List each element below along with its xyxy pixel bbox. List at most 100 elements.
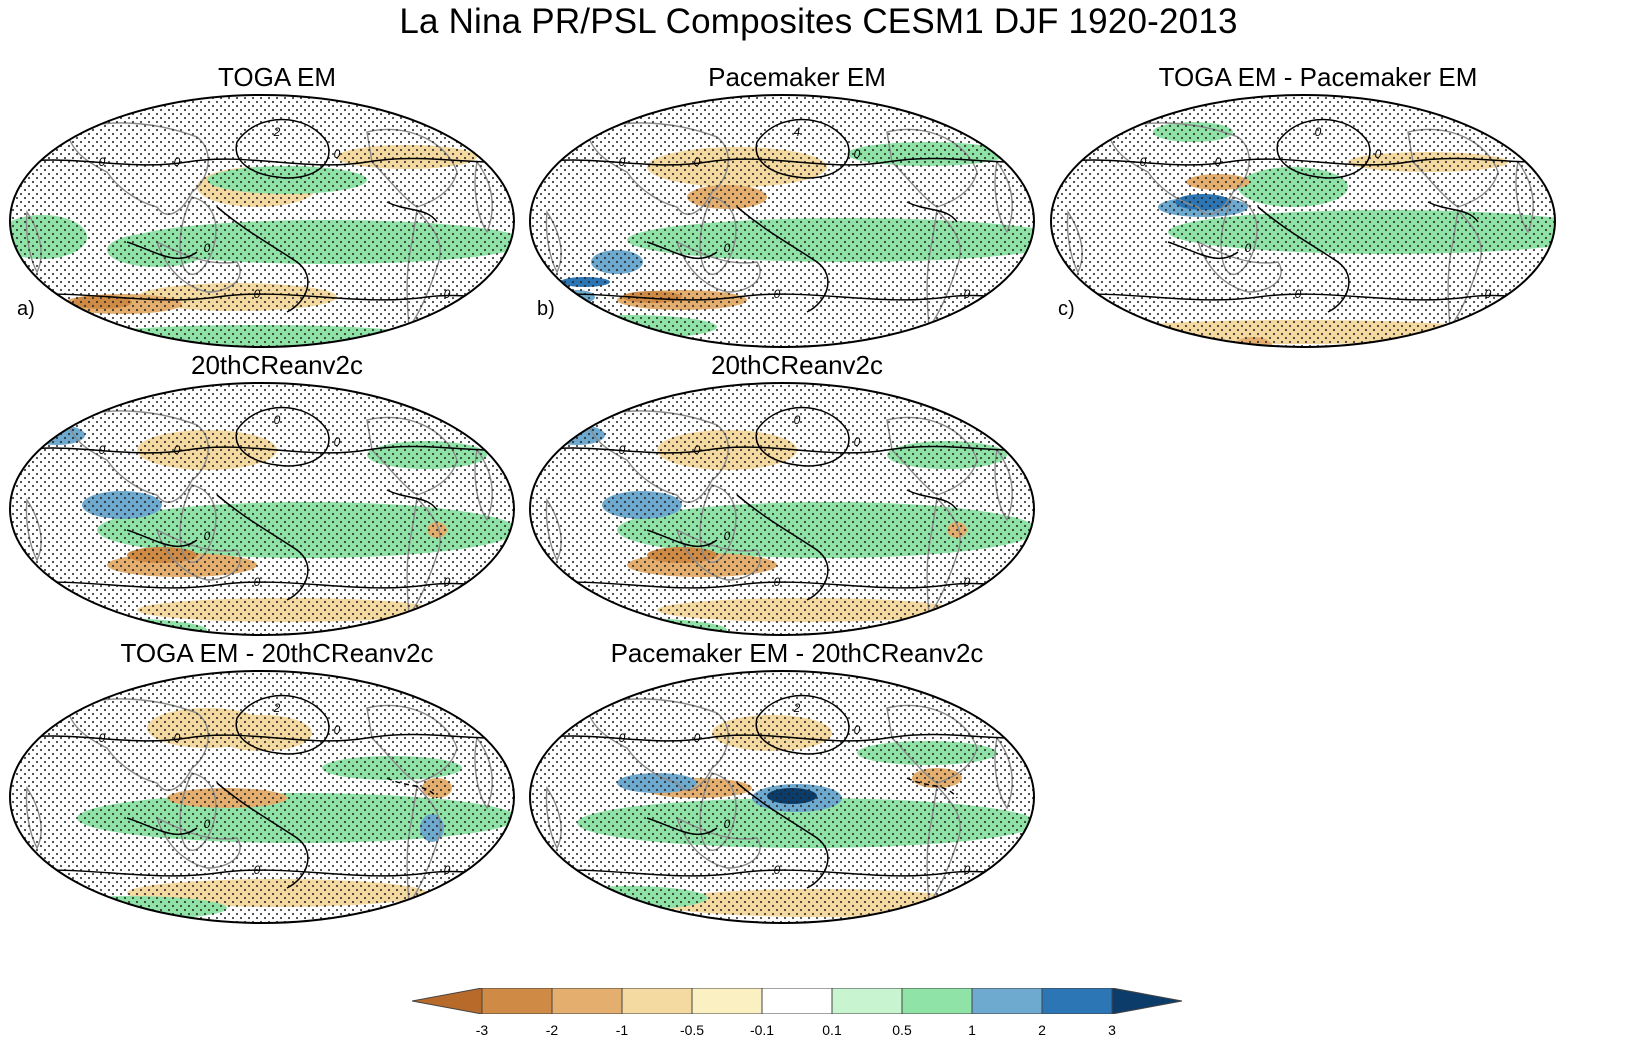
psl-contour [386, 201, 438, 223]
map-outline [9, 382, 515, 636]
colorbar-tick-label: -0.1 [749, 1022, 775, 1038]
world-map-5: 0 0 0 0 2 0 0 [9, 670, 515, 924]
contour-label: 0 [254, 287, 261, 301]
colorbar [412, 988, 1183, 1014]
contour-label: 0 [774, 863, 781, 877]
psl-contour [126, 241, 198, 260]
contour-label: 0 [964, 863, 971, 877]
contour-label: 0 [444, 863, 451, 877]
psl-contour [216, 206, 309, 313]
contour-label: 0 [204, 529, 211, 543]
contour-label: 0 [619, 731, 626, 745]
map-outline [9, 94, 515, 348]
psl-contour [736, 494, 829, 601]
psl-contour [216, 782, 309, 889]
colorbar-tick-label: -0.5 [679, 1022, 705, 1038]
map-outline [9, 670, 515, 924]
colorbar-box [481, 988, 553, 1014]
contour-label: 0 [724, 241, 731, 255]
contour-label: 0 [1375, 147, 1382, 161]
colorbar-tick-labels: -3 -2 -1 -0.5 -0.1 0.1 0.5 1 2 3 [0, 1022, 1637, 1044]
contour-label: 0 [254, 863, 261, 877]
contour-label: 0 [204, 241, 211, 255]
contour-label: 0 [1315, 125, 1322, 139]
psl-contour [646, 817, 718, 836]
map-panel-e: 20thCReanv2c 0 0 0 0 0 0 0 [527, 350, 1067, 639]
contour-label: 0 [854, 147, 861, 161]
world-map-0: 0 0 0 0 2 0 0 [9, 94, 515, 348]
contour-label: 0 [794, 413, 801, 427]
colorbar-tick-label: -2 [545, 1022, 559, 1038]
colorbar-min-arrow [412, 988, 483, 1014]
contour-label: 2 [273, 701, 281, 715]
map-panel-a: TOGA EM a) 0 0 0 0 2 0 0 [7, 62, 547, 351]
psl-contour [235, 118, 330, 179]
contour-label: 0 [174, 155, 181, 169]
psl-contour [906, 777, 958, 799]
panel-label-b: b) [537, 298, 555, 320]
colorbar-box [761, 988, 833, 1014]
contour-label: 0 [619, 443, 626, 457]
colorbar-tick-label: -1 [615, 1022, 629, 1038]
panel-label-c: c) [1058, 298, 1075, 320]
contour-label: 0 [99, 155, 106, 169]
contour-label: 2 [793, 701, 801, 715]
contour-label: 0 [724, 817, 731, 831]
panel-title-c: TOGA EM - Pacemaker EM [1158, 62, 1478, 92]
panel-title-g: Pacemaker EM - 20thCReanv2c [610, 638, 984, 668]
colorbar-tick-label: 3 [1108, 1022, 1116, 1038]
contour-label: 0 [854, 723, 861, 737]
map-panel-b: Pacemaker EM b) 0 0 0 0 4 0 0 [527, 62, 1067, 351]
panel-title-e: 20thCReanv2c [711, 350, 883, 380]
contour-label: 0 [444, 287, 451, 301]
colorbar-tick-label: 0.1 [822, 1022, 842, 1038]
colorbar-box [551, 988, 623, 1014]
contour-label: 4 [794, 125, 801, 139]
contour-label: 0 [274, 413, 281, 427]
contour-label: 0 [334, 147, 341, 161]
colorbar-box [831, 988, 903, 1014]
map-panel-d: 20thCReanv2c 0 0 0 0 0 0 0 [7, 350, 547, 639]
colorbar-tick-label: 0.5 [892, 1022, 912, 1038]
contour-label: 0 [204, 817, 211, 831]
psl-contour [755, 118, 850, 179]
contour-label: 0 [694, 443, 701, 457]
colorbar-box [621, 988, 693, 1014]
contour-label: 0 [1245, 241, 1252, 255]
psl-contour [386, 489, 438, 511]
psl-contour [530, 445, 1034, 454]
colorbar-box [971, 988, 1043, 1014]
contour-label: 0 [99, 443, 106, 457]
panel-label-a: a) [17, 298, 35, 320]
contour-label: 0 [334, 723, 341, 737]
panel-title-f: TOGA EM - 20thCReanv2c [120, 638, 434, 668]
contour-label: 0 [694, 731, 701, 745]
colorbar-tick-label: 2 [1038, 1022, 1046, 1038]
psl-contour [906, 489, 958, 511]
map-outline [1050, 94, 1556, 348]
psl-contour [10, 733, 514, 742]
contour-label: 0 [964, 287, 971, 301]
psl-contour [1257, 206, 1350, 313]
colorbar-box [691, 988, 763, 1014]
psl-contour [1167, 241, 1239, 260]
map-panel-g: Pacemaker EM - 20thCReanv2c 0 0 0 0 2 0 0 [527, 638, 1067, 927]
psl-contour [235, 694, 330, 755]
psl-contour [646, 529, 718, 548]
contour-label: 0 [254, 575, 261, 589]
contour-label: 0 [724, 529, 731, 543]
world-map-4: 0 0 0 0 0 0 0 [529, 382, 1035, 636]
contour-label: 0 [1140, 155, 1147, 169]
colorbar-box [901, 988, 973, 1014]
panel-title-b: Pacemaker EM [708, 62, 886, 92]
contour-label: 0 [774, 287, 781, 301]
contour-label: 0 [694, 155, 701, 169]
psl-contour [646, 241, 718, 260]
contour-label: 0 [1295, 287, 1302, 301]
figure-title: La Nina PR/PSL Composites CESM1 DJF 1920… [399, 2, 1238, 41]
colorbar-max-arrow [1111, 988, 1183, 1014]
contour-label: 0 [854, 435, 861, 449]
panel-title-d: 20thCReanv2c [191, 350, 363, 380]
map-outline [529, 382, 1035, 636]
psl-contour [736, 782, 829, 889]
